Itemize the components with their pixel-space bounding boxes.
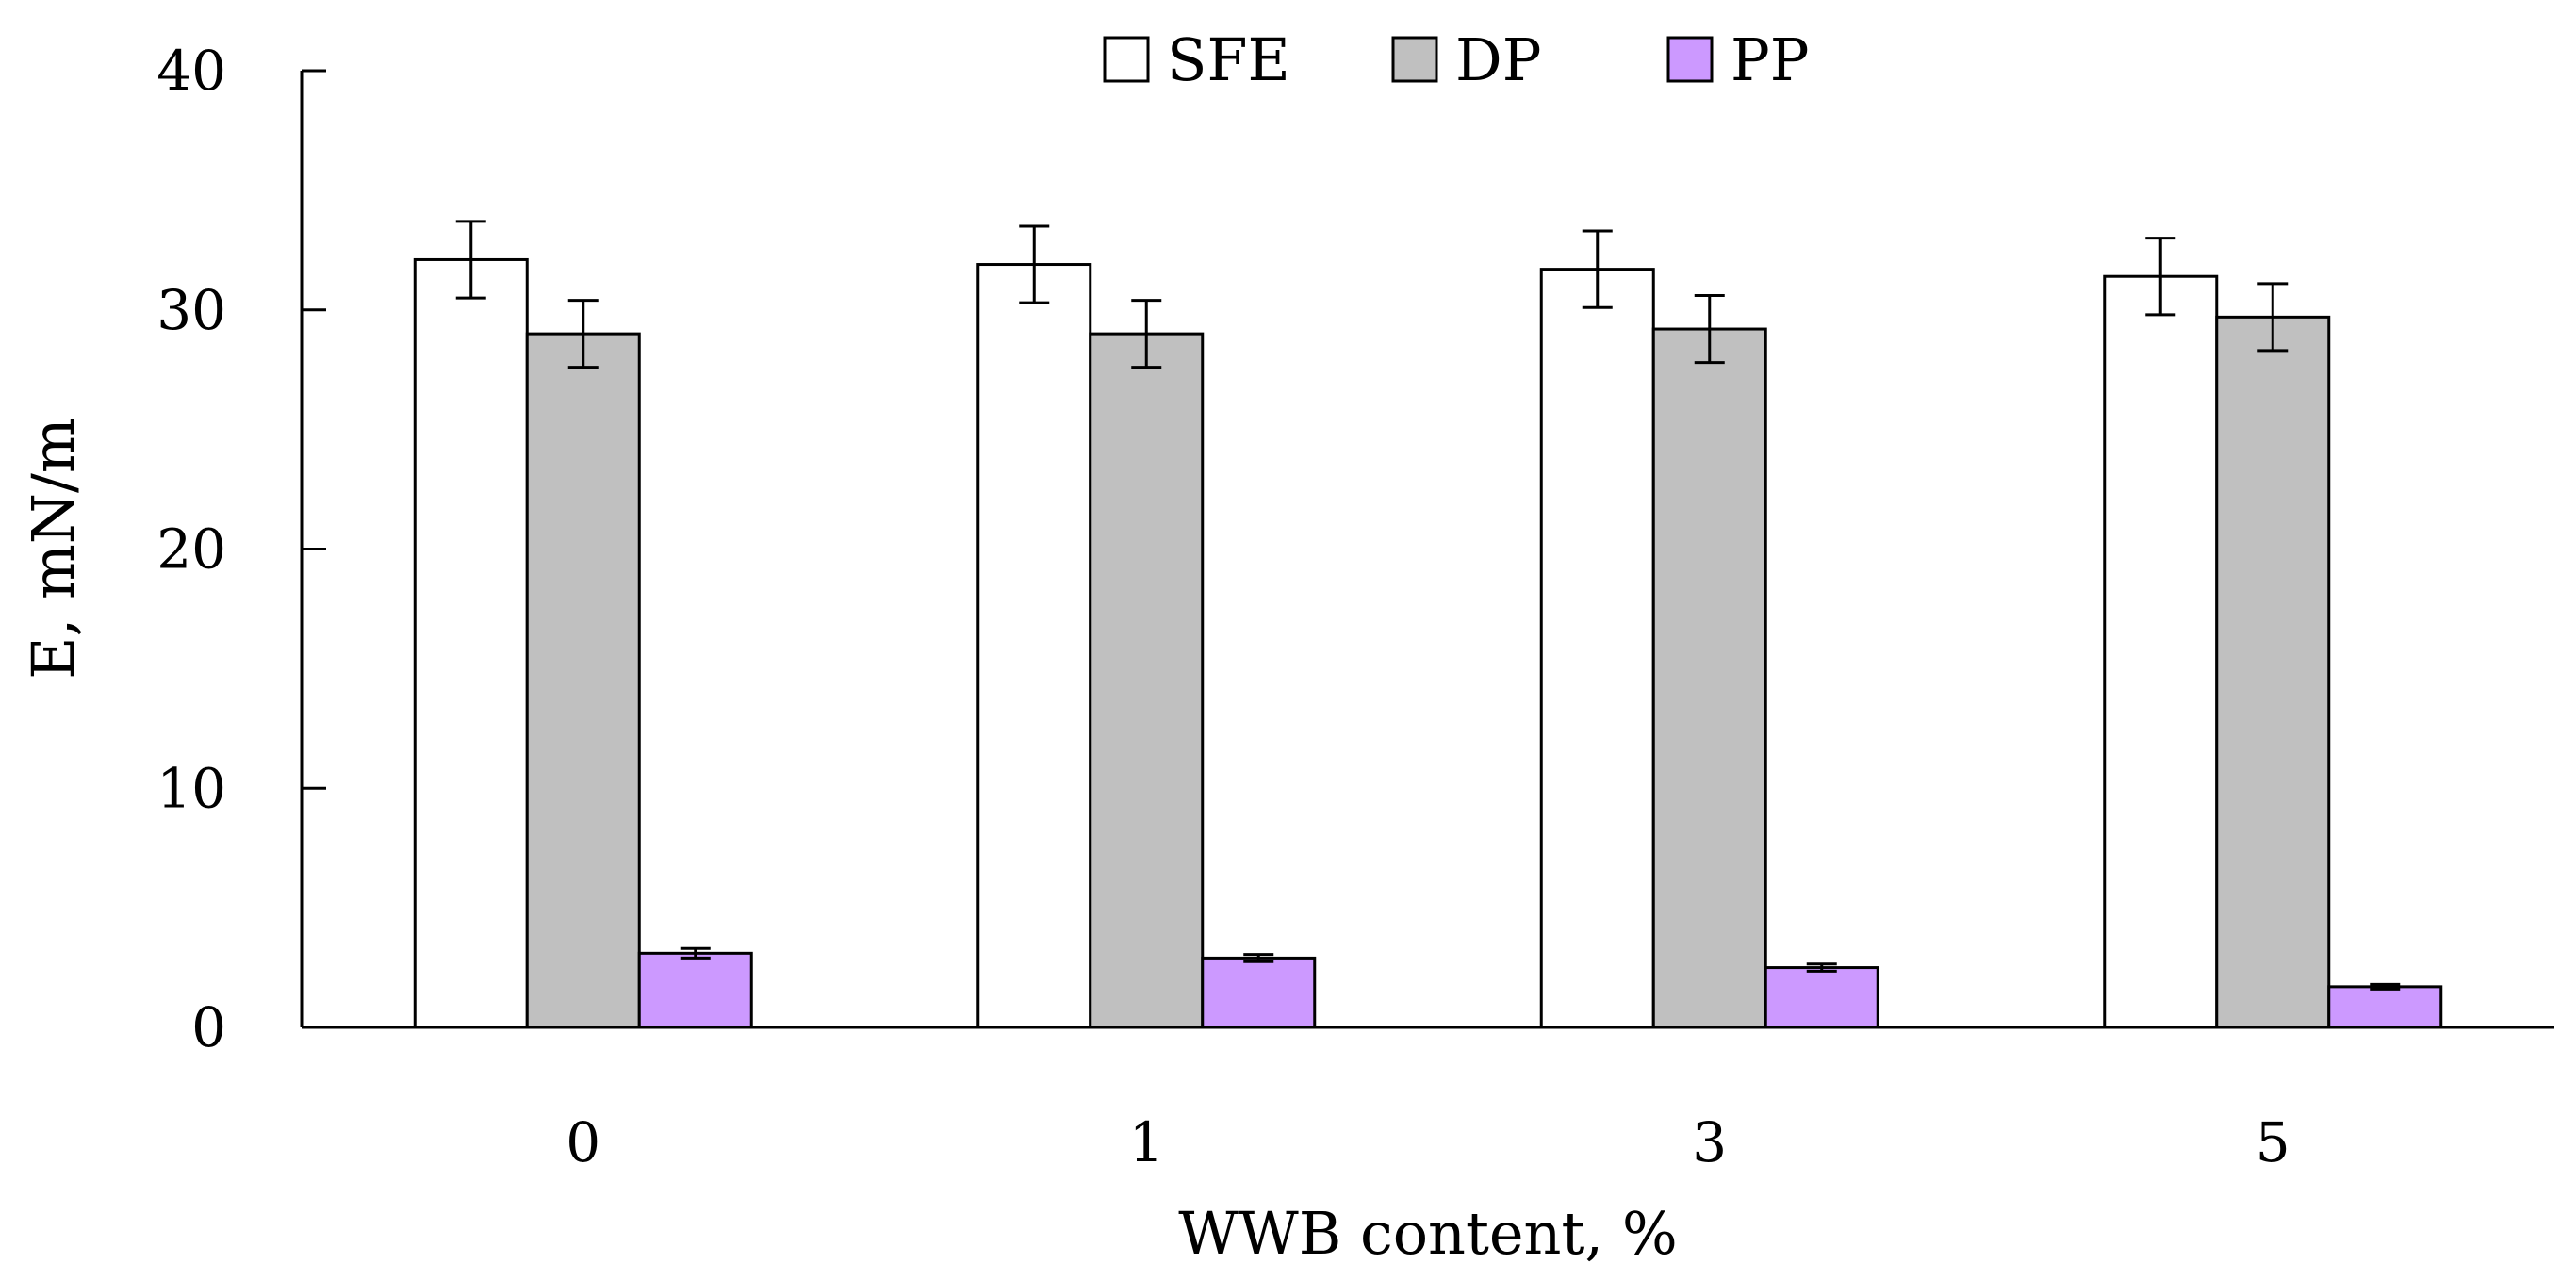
bar-pp-5 [2327,985,2443,1029]
bar-pp-1 [1201,956,1317,1029]
bar-dp-0 [525,332,641,1029]
bar-dp-5 [2215,315,2331,1029]
legend-swatch-sfe [1103,36,1150,83]
bar-dp-3 [1651,327,1767,1029]
legend-swatch-pp [1666,36,1714,83]
bar-sfe-0 [413,257,529,1029]
bar-pp-0 [637,951,753,1029]
y-tick-label: 0 [191,995,226,1059]
y-tick-label: 30 [156,278,226,342]
bars [413,257,2443,1029]
bar-sfe-3 [1539,268,1655,1029]
y-ticks: 0 10 20 30 40 [156,39,326,1059]
x-tick-label: 1 [1129,1110,1164,1174]
x-ticks: 0 1 3 5 [566,1110,2289,1174]
legend-swatch-dp [1391,36,1438,83]
x-tick-label: 5 [2256,1110,2290,1174]
y-tick-label: 20 [156,517,226,582]
bar-sfe-5 [2103,274,2219,1029]
x-tick-label: 3 [1692,1110,1727,1174]
bar-sfe-1 [976,263,1092,1029]
y-tick-label: 10 [156,756,226,820]
error-bars [455,220,2401,991]
bar-pp-3 [1764,966,1879,1029]
x-axis-title: WWB content, % [1178,1199,1677,1268]
bar-dp-1 [1089,332,1205,1029]
legend: SFE DP PP [1103,25,1809,94]
legend-label-sfe: SFE [1167,25,1290,94]
legend-label-pp: PP [1731,25,1809,94]
legend-label-dp: DP [1455,25,1541,94]
y-axis-title: E, mN/m [19,418,88,679]
y-tick-label: 40 [156,39,226,103]
x-tick-label: 0 [566,1110,600,1174]
